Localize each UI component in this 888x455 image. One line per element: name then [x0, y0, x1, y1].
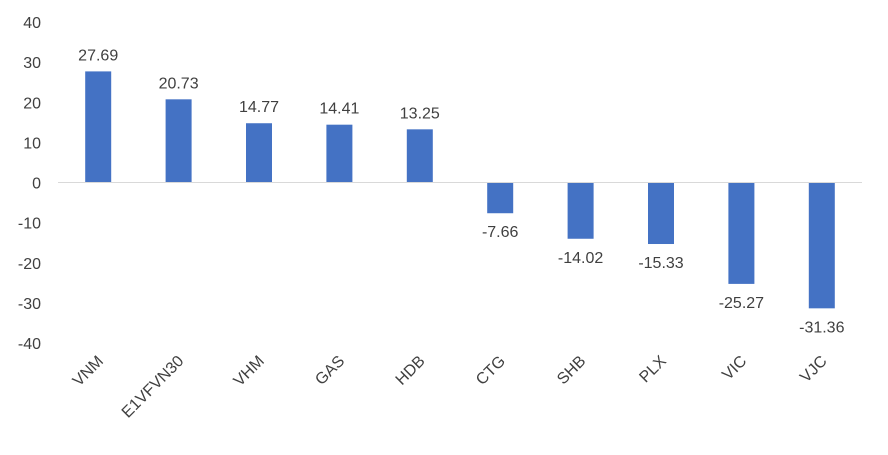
x-tick-label: VHM — [231, 353, 268, 390]
data-label: -15.33 — [638, 255, 683, 272]
bar-CTG — [487, 182, 514, 214]
bar-SHB — [567, 182, 594, 239]
bar-VIC — [728, 182, 755, 284]
y-tick-label: -20 — [18, 256, 41, 273]
data-label: 14.41 — [319, 101, 359, 118]
x-tick-label: GAS — [312, 353, 348, 389]
y-tick-label: 20 — [23, 95, 41, 112]
x-tick-label: SHB — [554, 353, 589, 388]
x-tick-label: VNM — [70, 353, 107, 390]
bar-VHM — [246, 123, 272, 183]
x-tick-label: E1VFVN30 — [119, 353, 188, 422]
x-tick-label: VIC — [719, 353, 750, 384]
data-label: 27.69 — [78, 47, 118, 64]
data-label: -31.36 — [799, 319, 844, 336]
x-tick-label: PLX — [636, 353, 670, 387]
bar-VNM — [85, 71, 112, 183]
data-label: 13.25 — [400, 105, 440, 122]
y-tick-label: -30 — [18, 296, 41, 313]
y-tick-label: 0 — [32, 176, 41, 193]
data-label: -25.27 — [719, 295, 764, 312]
bar-HDB — [406, 129, 433, 183]
bar-VJC — [808, 182, 835, 309]
y-tick-label: 40 — [23, 15, 41, 32]
x-tick-label: HDB — [393, 353, 429, 389]
data-label: -14.02 — [558, 250, 603, 267]
bar-GAS — [326, 124, 353, 183]
bar-PLX — [648, 182, 674, 245]
y-tick-label: -10 — [18, 216, 41, 233]
data-label: 20.73 — [159, 75, 199, 92]
data-label: 14.77 — [239, 99, 279, 116]
y-tick-label: -40 — [18, 336, 41, 353]
y-tick-label: 30 — [23, 55, 41, 72]
bar-E1VFVN30 — [165, 99, 192, 183]
x-tick-label: VJC — [797, 353, 830, 386]
data-label: -7.66 — [482, 224, 519, 241]
y-tick-label: 10 — [23, 135, 41, 152]
x-tick-label: CTG — [473, 353, 509, 389]
